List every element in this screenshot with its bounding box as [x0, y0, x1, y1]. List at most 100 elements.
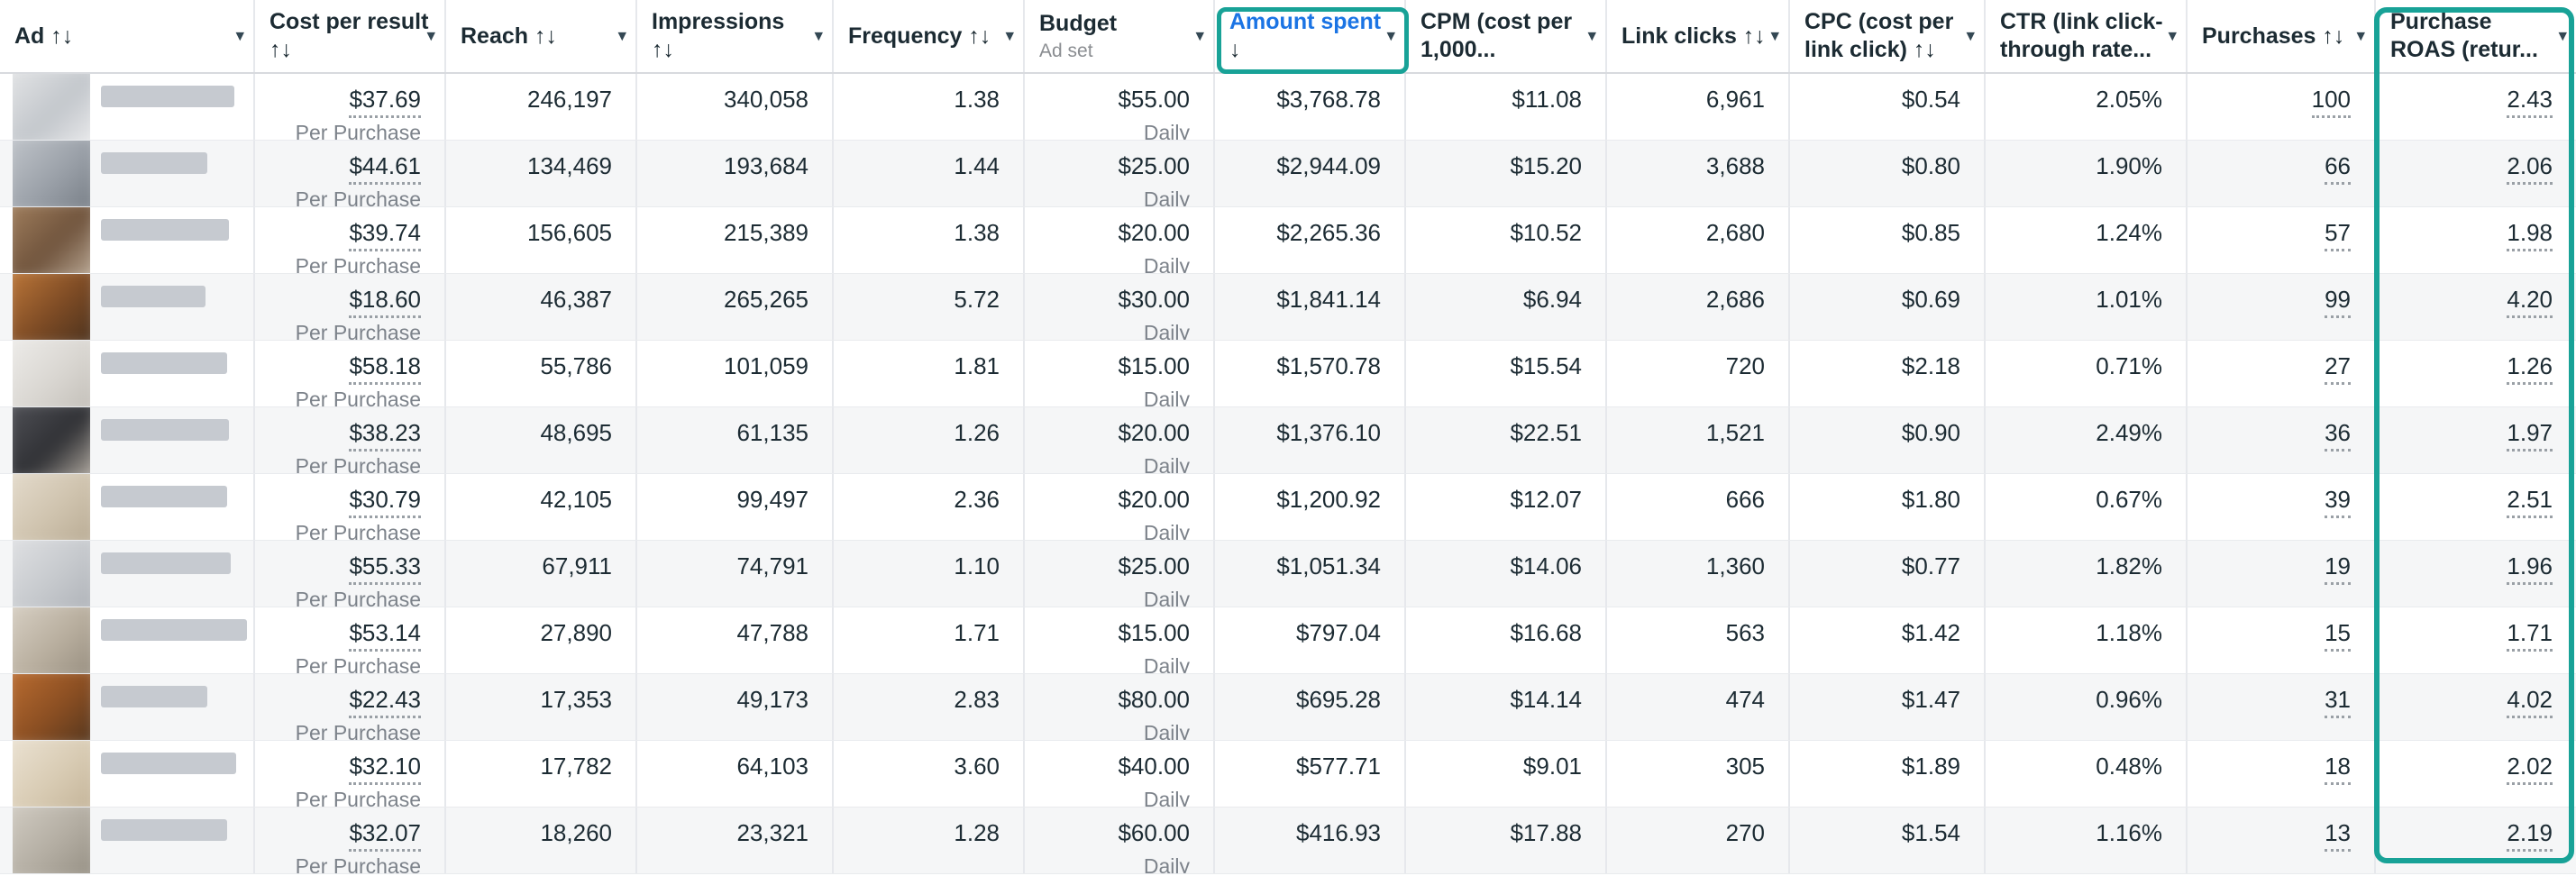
chevron-down-icon[interactable]: ▾ [1966, 26, 1975, 46]
chevron-down-icon[interactable]: ▾ [2168, 26, 2177, 46]
ad-name-redacted[interactable] [101, 419, 229, 441]
cell-clicks: 270 [1607, 808, 1790, 873]
value-cost[interactable]: $18.60 [349, 286, 421, 318]
value-roas[interactable]: 1.97 [2507, 419, 2553, 452]
chevron-down-icon[interactable]: ▾ [426, 26, 435, 46]
chevron-down-icon[interactable]: ▾ [2558, 26, 2567, 46]
column-header-cost[interactable]: Cost per result ↑↓ ▾ [255, 0, 446, 72]
column-header-reach[interactable]: Reach ↑↓ ▾ [446, 0, 637, 72]
value-roas[interactable]: 1.26 [2507, 352, 2553, 385]
ad-name-redacted[interactable] [101, 286, 206, 307]
chevron-down-icon[interactable]: ▾ [1770, 26, 1779, 46]
ad-name-redacted[interactable] [101, 819, 227, 841]
column-header-frequency[interactable]: Frequency ↑↓ ▾ [834, 0, 1025, 72]
value-cpm: $12.07 [1510, 486, 1582, 513]
value-cost[interactable]: $58.18 [349, 352, 421, 385]
cell-cpm: $22.51 [1406, 407, 1607, 473]
value-cpc: $0.54 [1901, 86, 1960, 113]
value-purchases[interactable]: 100 [2311, 86, 2351, 118]
cell-frequency: 3.60 [834, 741, 1025, 807]
column-header-spent[interactable]: Amount spent ↓ ▾ [1215, 0, 1409, 74]
value-budget: $20.00 [1118, 419, 1190, 446]
cell-cpm: $11.08 [1406, 74, 1607, 140]
cell-spent: $695.28 [1215, 674, 1406, 740]
ad-name-redacted[interactable] [101, 352, 227, 374]
value-sublabel: Daily [1143, 388, 1190, 406]
value-roas[interactable]: 4.02 [2507, 686, 2553, 718]
column-header-ad[interactable]: Ad ↑↓ ▾ [0, 0, 255, 72]
chevron-down-icon[interactable]: ▾ [235, 26, 244, 46]
value-purchases[interactable]: 19 [2325, 552, 2351, 585]
value-clicks: 563 [1725, 619, 1765, 646]
cell-cost: $38.23 Per Purchase [255, 407, 446, 473]
column-header-impressions[interactable]: Impressions ↑↓ ▾ [637, 0, 834, 72]
cell-frequency: 5.72 [834, 274, 1025, 340]
value-purchases[interactable]: 31 [2325, 686, 2351, 718]
value-purchases[interactable]: 27 [2325, 352, 2351, 385]
chevron-down-icon[interactable]: ▾ [1195, 26, 1204, 46]
value-purchases[interactable]: 18 [2325, 753, 2351, 785]
chevron-down-icon[interactable]: ▾ [814, 26, 823, 46]
column-header-roas[interactable]: Purchase ROAS (retur... ▾ [2376, 0, 2576, 72]
ad-name-redacted[interactable] [101, 753, 236, 774]
value-purchases[interactable]: 15 [2325, 619, 2351, 652]
value-cost[interactable]: $37.69 [349, 86, 421, 118]
value-roas[interactable]: 2.02 [2507, 753, 2553, 785]
ad-name-redacted[interactable] [101, 486, 227, 507]
value-roas[interactable]: 4.20 [2507, 286, 2553, 318]
column-header-label: CPM (cost per [1420, 9, 1573, 34]
chevron-down-icon[interactable]: ▾ [617, 26, 626, 46]
ad-name-redacted[interactable] [101, 152, 207, 174]
value-cost[interactable]: $22.43 [349, 686, 421, 718]
cell-cpc: $0.69 [1790, 274, 1986, 340]
cell-impressions: 101,059 [637, 341, 834, 406]
value-roas[interactable]: 1.71 [2507, 619, 2553, 652]
chevron-down-icon[interactable]: ▾ [2356, 26, 2365, 46]
column-header-ctr[interactable]: CTR (link click-through rate... ▾ [1986, 0, 2188, 72]
value-cost[interactable]: $32.10 [349, 753, 421, 785]
value-purchases[interactable]: 36 [2325, 419, 2351, 452]
value-sublabel: Daily [1143, 854, 1190, 873]
cell-reach: 17,353 [446, 674, 637, 740]
value-purchases[interactable]: 66 [2325, 152, 2351, 185]
value-purchases[interactable]: 57 [2325, 219, 2351, 251]
cell-clicks: 2,686 [1607, 274, 1790, 340]
value-cost[interactable]: $38.23 [349, 419, 421, 452]
value-purchases[interactable]: 13 [2325, 819, 2351, 852]
cell-frequency: 2.36 [834, 474, 1025, 540]
value-roas[interactable]: 1.96 [2507, 552, 2553, 585]
value-cpm: $15.54 [1510, 352, 1582, 379]
column-header-clicks[interactable]: Link clicks ↑↓ ▾ [1607, 0, 1790, 72]
value-cost[interactable]: $55.33 [349, 552, 421, 585]
ad-name-redacted[interactable] [101, 619, 247, 641]
column-header-purchases[interactable]: Purchases ↑↓ ▾ [2188, 0, 2376, 72]
cell-cpm: $14.14 [1406, 674, 1607, 740]
value-frequency: 1.81 [954, 352, 1000, 379]
chevron-down-icon[interactable]: ▾ [1587, 26, 1596, 46]
value-cost[interactable]: $32.07 [349, 819, 421, 852]
cell-purchases: 19 [2188, 541, 2376, 607]
value-roas[interactable]: 2.06 [2507, 152, 2553, 185]
ad-name-redacted[interactable] [101, 219, 229, 241]
ad-name-redacted[interactable] [101, 86, 234, 107]
column-header-cpm[interactable]: CPM (cost per 1,000... ▾ [1406, 0, 1607, 72]
value-roas[interactable]: 2.43 [2507, 86, 2553, 118]
value-cost[interactable]: $53.14 [349, 619, 421, 652]
chevron-down-icon[interactable]: ▾ [1386, 26, 1395, 46]
ad-name-redacted[interactable] [101, 552, 231, 574]
column-header-cpc[interactable]: CPC (cost per link click) ↑↓ ▾ [1790, 0, 1986, 72]
value-impressions: 340,058 [724, 86, 808, 113]
value-roas[interactable]: 2.19 [2507, 819, 2553, 852]
value-roas[interactable]: 1.98 [2507, 219, 2553, 251]
value-roas[interactable]: 2.51 [2507, 486, 2553, 518]
value-purchases[interactable]: 99 [2325, 286, 2351, 318]
value-cost[interactable]: $30.79 [349, 486, 421, 518]
value-purchases[interactable]: 39 [2325, 486, 2351, 518]
chevron-down-icon[interactable]: ▾ [1005, 26, 1014, 46]
value-sublabel: Daily [1143, 654, 1190, 673]
ad-name-redacted[interactable] [101, 686, 207, 707]
cell-impressions: 99,497 [637, 474, 834, 540]
value-cost[interactable]: $44.61 [349, 152, 421, 185]
value-cost[interactable]: $39.74 [349, 219, 421, 251]
column-header-budget[interactable]: Budget Ad set ▾ [1025, 0, 1215, 72]
